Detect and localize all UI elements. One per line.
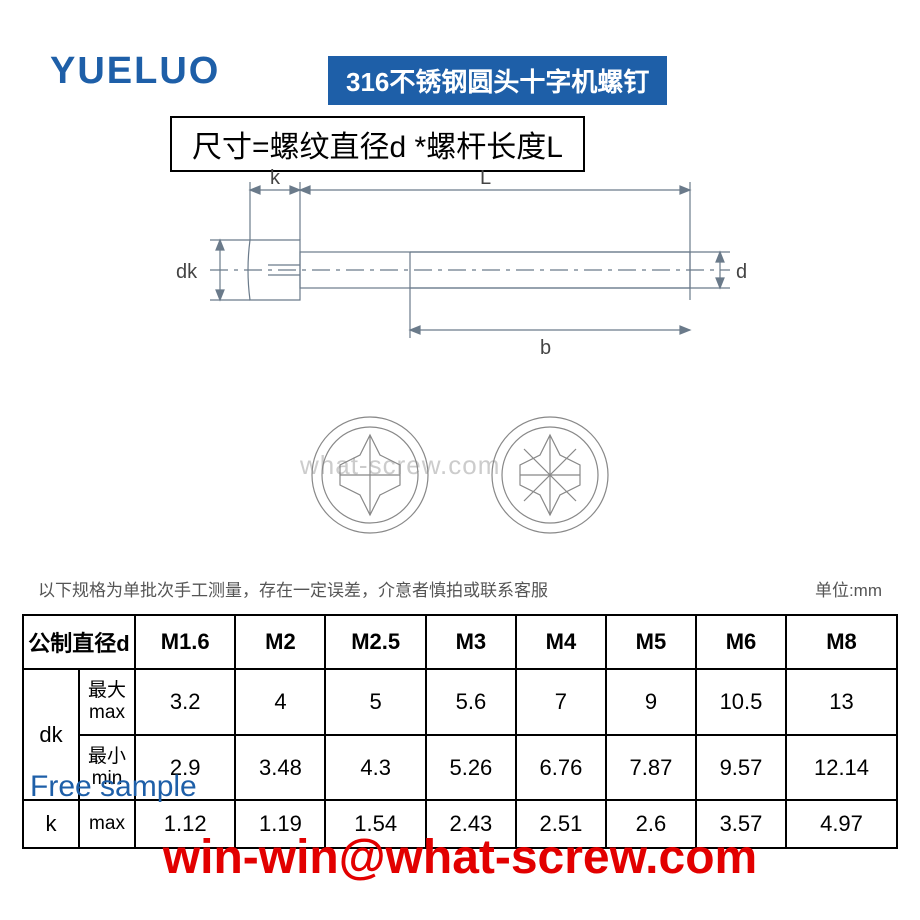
dim-label-dk: dk bbox=[176, 261, 198, 283]
screw-head-top-views bbox=[280, 400, 640, 550]
col-m8: M8 bbox=[786, 615, 897, 669]
product-title-banner: 316不锈钢圆头十字机螺钉 bbox=[328, 56, 667, 105]
table-header-row: 公制直径d M1.6 M2 M2.5 M3 M4 M5 M6 M8 bbox=[23, 615, 897, 669]
free-sample-text: Free sample bbox=[30, 770, 197, 804]
col-m16: M1.6 bbox=[135, 615, 235, 669]
brand-logo: YUELUO bbox=[50, 50, 220, 93]
size-formula-box: 尺寸=螺纹直径d *螺杆长度L bbox=[170, 116, 585, 172]
spec-table: 公制直径d M1.6 M2 M2.5 M3 M4 M5 M6 M8 dk 最大 … bbox=[22, 614, 898, 849]
col-m6: M6 bbox=[696, 615, 786, 669]
dim-label-L: L bbox=[480, 167, 491, 189]
col-m2: M2 bbox=[235, 615, 325, 669]
col-m5: M5 bbox=[606, 615, 696, 669]
sub-max: 最大 max bbox=[79, 669, 135, 735]
col-m4: M4 bbox=[516, 615, 606, 669]
unit-label: 单位:mm bbox=[815, 576, 882, 601]
measurement-note: 以下规格为单批次手工测量，存在一定误差，介意者慎拍或联系客服 bbox=[38, 576, 548, 601]
col-diameter: 公制直径d bbox=[23, 615, 135, 669]
table-row-dk-max: dk 最大 max 3.2455.67910.513 bbox=[23, 669, 897, 735]
dim-label-b: b bbox=[540, 337, 551, 359]
dim-label-k: k bbox=[270, 167, 281, 189]
dim-label-d: d bbox=[736, 261, 747, 283]
screw-side-diagram: k L dk d b bbox=[150, 170, 770, 370]
col-m3: M3 bbox=[426, 615, 516, 669]
col-m25: M2.5 bbox=[325, 615, 425, 669]
contact-email: win-win@what-screw.com bbox=[0, 830, 920, 885]
